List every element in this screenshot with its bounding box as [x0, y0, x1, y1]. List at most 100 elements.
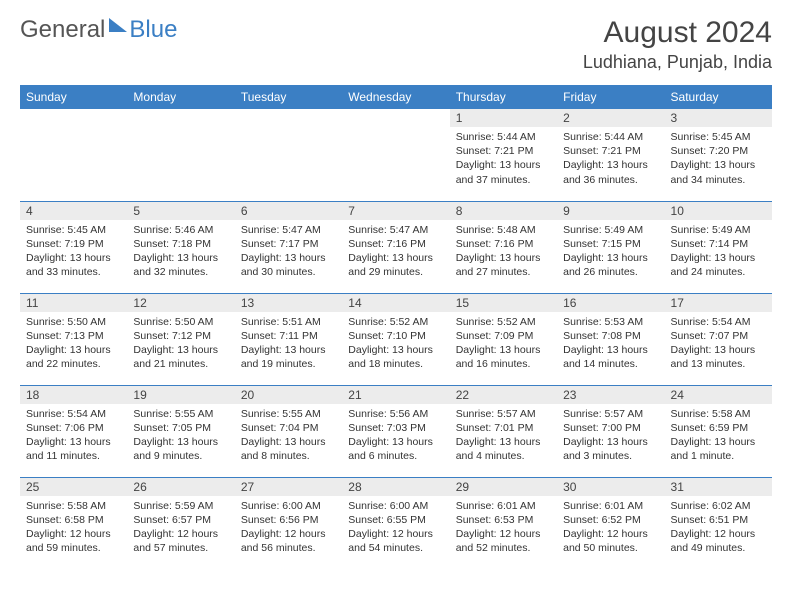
logo: General Blue	[20, 16, 177, 44]
day-content: Sunrise: 5:58 AMSunset: 6:58 PMDaylight:…	[20, 496, 127, 560]
day-content: Sunrise: 5:44 AMSunset: 7:21 PMDaylight:…	[557, 127, 664, 191]
day-cell: 6Sunrise: 5:47 AMSunset: 7:17 PMDaylight…	[235, 201, 342, 293]
day-number: 7	[342, 202, 449, 220]
day-number: 3	[665, 109, 772, 127]
day-number: 22	[450, 386, 557, 404]
day-content: Sunrise: 5:45 AMSunset: 7:19 PMDaylight:…	[20, 220, 127, 284]
day-cell: 22Sunrise: 5:57 AMSunset: 7:01 PMDayligh…	[450, 385, 557, 477]
day-content: Sunrise: 5:58 AMSunset: 6:59 PMDaylight:…	[665, 404, 772, 468]
day-content: Sunrise: 5:50 AMSunset: 7:12 PMDaylight:…	[127, 312, 234, 376]
day-cell: 30Sunrise: 6:01 AMSunset: 6:52 PMDayligh…	[557, 477, 664, 569]
day-number: 11	[20, 294, 127, 312]
day-cell	[342, 109, 449, 201]
day-number: 14	[342, 294, 449, 312]
logo-text-part1: General	[20, 16, 105, 44]
week-row: 11Sunrise: 5:50 AMSunset: 7:13 PMDayligh…	[20, 293, 772, 385]
day-cell: 1Sunrise: 5:44 AMSunset: 7:21 PMDaylight…	[450, 109, 557, 201]
day-content: Sunrise: 5:54 AMSunset: 7:06 PMDaylight:…	[20, 404, 127, 468]
day-number: 21	[342, 386, 449, 404]
day-content: Sunrise: 5:49 AMSunset: 7:15 PMDaylight:…	[557, 220, 664, 284]
day-cell: 7Sunrise: 5:47 AMSunset: 7:16 PMDaylight…	[342, 201, 449, 293]
day-cell: 29Sunrise: 6:01 AMSunset: 6:53 PMDayligh…	[450, 477, 557, 569]
day-content: Sunrise: 6:01 AMSunset: 6:53 PMDaylight:…	[450, 496, 557, 560]
day-content: Sunrise: 5:47 AMSunset: 7:17 PMDaylight:…	[235, 220, 342, 284]
day-header: Thursday	[450, 85, 557, 109]
day-cell: 31Sunrise: 6:02 AMSunset: 6:51 PMDayligh…	[665, 477, 772, 569]
day-content: Sunrise: 5:50 AMSunset: 7:13 PMDaylight:…	[20, 312, 127, 376]
day-content: Sunrise: 5:54 AMSunset: 7:07 PMDaylight:…	[665, 312, 772, 376]
day-number: 15	[450, 294, 557, 312]
day-content: Sunrise: 5:46 AMSunset: 7:18 PMDaylight:…	[127, 220, 234, 284]
day-number: 31	[665, 478, 772, 496]
day-number: 18	[20, 386, 127, 404]
day-content: Sunrise: 5:48 AMSunset: 7:16 PMDaylight:…	[450, 220, 557, 284]
day-cell: 4Sunrise: 5:45 AMSunset: 7:19 PMDaylight…	[20, 201, 127, 293]
logo-triangle-icon	[109, 18, 127, 32]
day-cell: 11Sunrise: 5:50 AMSunset: 7:13 PMDayligh…	[20, 293, 127, 385]
title-block: August 2024 Ludhiana, Punjab, India	[583, 16, 772, 73]
day-cell: 9Sunrise: 5:49 AMSunset: 7:15 PMDaylight…	[557, 201, 664, 293]
calendar-head: SundayMondayTuesdayWednesdayThursdayFrid…	[20, 85, 772, 109]
day-number: 24	[665, 386, 772, 404]
day-header: Saturday	[665, 85, 772, 109]
day-cell	[20, 109, 127, 201]
day-content: Sunrise: 5:53 AMSunset: 7:08 PMDaylight:…	[557, 312, 664, 376]
day-number: 30	[557, 478, 664, 496]
calendar-table: SundayMondayTuesdayWednesdayThursdayFrid…	[20, 85, 772, 569]
day-number: 5	[127, 202, 234, 220]
day-content: Sunrise: 5:49 AMSunset: 7:14 PMDaylight:…	[665, 220, 772, 284]
day-cell: 12Sunrise: 5:50 AMSunset: 7:12 PMDayligh…	[127, 293, 234, 385]
day-content: Sunrise: 6:01 AMSunset: 6:52 PMDaylight:…	[557, 496, 664, 560]
day-number: 16	[557, 294, 664, 312]
day-cell: 10Sunrise: 5:49 AMSunset: 7:14 PMDayligh…	[665, 201, 772, 293]
day-content: Sunrise: 5:52 AMSunset: 7:09 PMDaylight:…	[450, 312, 557, 376]
day-cell: 5Sunrise: 5:46 AMSunset: 7:18 PMDaylight…	[127, 201, 234, 293]
day-number: 27	[235, 478, 342, 496]
day-number: 20	[235, 386, 342, 404]
day-number: 12	[127, 294, 234, 312]
logo-text-part2: Blue	[129, 16, 177, 44]
day-header: Friday	[557, 85, 664, 109]
day-content: Sunrise: 5:52 AMSunset: 7:10 PMDaylight:…	[342, 312, 449, 376]
day-header: Tuesday	[235, 85, 342, 109]
week-row: 25Sunrise: 5:58 AMSunset: 6:58 PMDayligh…	[20, 477, 772, 569]
week-row: 1Sunrise: 5:44 AMSunset: 7:21 PMDaylight…	[20, 109, 772, 201]
day-header: Sunday	[20, 85, 127, 109]
day-content: Sunrise: 6:02 AMSunset: 6:51 PMDaylight:…	[665, 496, 772, 560]
day-cell: 24Sunrise: 5:58 AMSunset: 6:59 PMDayligh…	[665, 385, 772, 477]
day-number: 6	[235, 202, 342, 220]
day-number: 8	[450, 202, 557, 220]
day-content: Sunrise: 5:44 AMSunset: 7:21 PMDaylight:…	[450, 127, 557, 191]
day-cell	[235, 109, 342, 201]
day-number: 28	[342, 478, 449, 496]
day-cell: 27Sunrise: 6:00 AMSunset: 6:56 PMDayligh…	[235, 477, 342, 569]
day-content: Sunrise: 5:59 AMSunset: 6:57 PMDaylight:…	[127, 496, 234, 560]
day-content: Sunrise: 5:51 AMSunset: 7:11 PMDaylight:…	[235, 312, 342, 376]
day-cell: 26Sunrise: 5:59 AMSunset: 6:57 PMDayligh…	[127, 477, 234, 569]
calendar-body: 1Sunrise: 5:44 AMSunset: 7:21 PMDaylight…	[20, 109, 772, 569]
day-cell: 14Sunrise: 5:52 AMSunset: 7:10 PMDayligh…	[342, 293, 449, 385]
day-cell: 13Sunrise: 5:51 AMSunset: 7:11 PMDayligh…	[235, 293, 342, 385]
day-content: Sunrise: 5:56 AMSunset: 7:03 PMDaylight:…	[342, 404, 449, 468]
day-number: 4	[20, 202, 127, 220]
day-cell: 23Sunrise: 5:57 AMSunset: 7:00 PMDayligh…	[557, 385, 664, 477]
day-number: 26	[127, 478, 234, 496]
day-cell: 18Sunrise: 5:54 AMSunset: 7:06 PMDayligh…	[20, 385, 127, 477]
day-number: 25	[20, 478, 127, 496]
day-cell: 8Sunrise: 5:48 AMSunset: 7:16 PMDaylight…	[450, 201, 557, 293]
day-content: Sunrise: 5:57 AMSunset: 7:00 PMDaylight:…	[557, 404, 664, 468]
day-number: 10	[665, 202, 772, 220]
day-cell: 20Sunrise: 5:55 AMSunset: 7:04 PMDayligh…	[235, 385, 342, 477]
day-cell: 2Sunrise: 5:44 AMSunset: 7:21 PMDaylight…	[557, 109, 664, 201]
day-content: Sunrise: 5:55 AMSunset: 7:05 PMDaylight:…	[127, 404, 234, 468]
day-content: Sunrise: 5:45 AMSunset: 7:20 PMDaylight:…	[665, 127, 772, 191]
day-cell: 3Sunrise: 5:45 AMSunset: 7:20 PMDaylight…	[665, 109, 772, 201]
day-content: Sunrise: 5:47 AMSunset: 7:16 PMDaylight:…	[342, 220, 449, 284]
location: Ludhiana, Punjab, India	[583, 52, 772, 73]
day-number: 19	[127, 386, 234, 404]
day-cell: 21Sunrise: 5:56 AMSunset: 7:03 PMDayligh…	[342, 385, 449, 477]
day-content: Sunrise: 5:55 AMSunset: 7:04 PMDaylight:…	[235, 404, 342, 468]
day-number: 17	[665, 294, 772, 312]
day-cell: 15Sunrise: 5:52 AMSunset: 7:09 PMDayligh…	[450, 293, 557, 385]
day-content: Sunrise: 6:00 AMSunset: 6:55 PMDaylight:…	[342, 496, 449, 560]
